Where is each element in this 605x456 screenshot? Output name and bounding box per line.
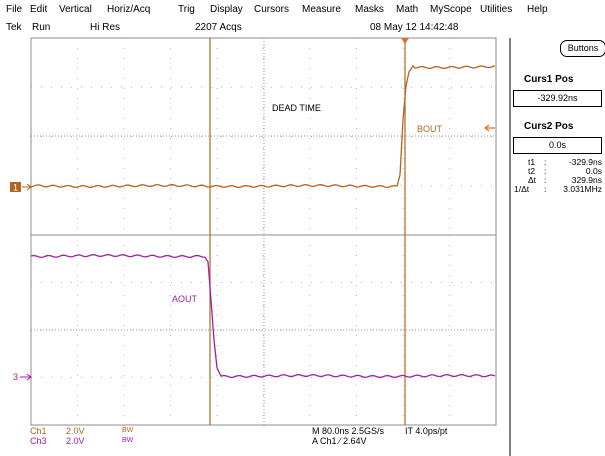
buttons-button[interactable]: Buttons bbox=[560, 40, 605, 57]
readout-row: t2:0.0s bbox=[528, 166, 602, 176]
ch3-readout[interactable]: Ch3 2.0V BW bbox=[30, 436, 133, 446]
lower-graticule bbox=[30, 234, 497, 426]
cursor1-title: Curs1 Pos bbox=[524, 74, 574, 85]
menu-bar: File Edit Vertical Horiz/Acq Trig Displa… bbox=[0, 0, 605, 20]
menu-edit[interactable]: Edit bbox=[30, 4, 48, 15]
menu-measure[interactable]: Measure bbox=[302, 4, 341, 15]
ch1-scale: 2.0V bbox=[66, 426, 85, 436]
menu-cursors[interactable]: Cursors bbox=[254, 4, 290, 15]
ch3-name: Ch3 bbox=[30, 436, 47, 446]
bout-label: BOUT bbox=[417, 124, 443, 134]
trigger-position-icon[interactable] bbox=[401, 38, 409, 44]
ch3-scale: 2.0V bbox=[66, 436, 85, 446]
menu-math[interactable]: Math bbox=[396, 4, 419, 15]
aout-label: AOUT bbox=[172, 294, 198, 304]
menu-trig[interactable]: Trig bbox=[178, 4, 195, 15]
dead-time-label: DEAD TIME bbox=[272, 103, 321, 113]
ch3-waveform bbox=[30, 254, 496, 379]
ch1-bw-icon: BW bbox=[122, 427, 134, 434]
menu-help[interactable]: Help bbox=[527, 4, 548, 15]
cursor1-position-field[interactable]: -329.92ns bbox=[513, 90, 602, 107]
ch3-ground-marker[interactable]: 3 bbox=[13, 372, 32, 382]
cursor-readout: t1: -329.9ns t2:0.0s Δt:329.9ns 1/Δt:3.03… bbox=[510, 158, 605, 194]
menu-utilities[interactable]: Utilities bbox=[480, 4, 513, 15]
readout-row: Δt:329.9ns bbox=[528, 175, 602, 185]
menu-display[interactable]: Display bbox=[210, 4, 243, 15]
readout-row: 1/Δt:3.031MHz bbox=[514, 184, 602, 194]
menu-myscope[interactable]: MyScope bbox=[430, 4, 472, 15]
cursor2-title: Curs2 Pos bbox=[524, 121, 574, 132]
acq-count: 2207 Acqs bbox=[195, 22, 242, 33]
acq-mode[interactable]: Hi Res bbox=[90, 22, 121, 33]
menu-file[interactable]: File bbox=[6, 4, 23, 15]
ch1-readout[interactable]: Ch1 2.0V BW bbox=[30, 426, 133, 436]
ch1-ground-marker[interactable]: 1 bbox=[10, 182, 32, 193]
menu-vertical[interactable]: Vertical bbox=[59, 4, 92, 15]
trigger-level-icon[interactable] bbox=[484, 124, 495, 132]
ch3-bw-icon: BW bbox=[122, 437, 134, 444]
status-bar: Tek Run Hi Res 2207 Acqs 08 May 12 14:42… bbox=[0, 20, 510, 38]
ch1-name: Ch1 bbox=[30, 426, 47, 436]
horizontal-readout[interactable]: M 80.0ns 2.5GS/s bbox=[312, 426, 385, 436]
ch1-marker-label: 1 bbox=[13, 183, 18, 193]
run-state[interactable]: Run bbox=[32, 22, 51, 33]
menu-horiz-acq[interactable]: Horiz/Acq bbox=[107, 4, 151, 15]
ch3-marker-label: 3 bbox=[13, 372, 18, 382]
cursor-panel: Buttons Curs1 Pos -329.92ns Curs2 Pos 0.… bbox=[510, 38, 605, 456]
brand-label: Tek bbox=[6, 22, 22, 33]
readout-row: t1: -329.9ns bbox=[528, 157, 602, 167]
datetime-label: 08 May 12 14:42:48 bbox=[370, 22, 459, 33]
cursor2-position-field[interactable]: 0.0s bbox=[513, 137, 602, 154]
record-readout[interactable]: IT 4.0ps/pt bbox=[405, 426, 448, 436]
ch1-waveform bbox=[30, 64, 496, 189]
menu-masks[interactable]: Masks bbox=[355, 4, 384, 15]
trigger-readout[interactable]: A Ch1 ∕ 2.64V bbox=[312, 436, 367, 446]
